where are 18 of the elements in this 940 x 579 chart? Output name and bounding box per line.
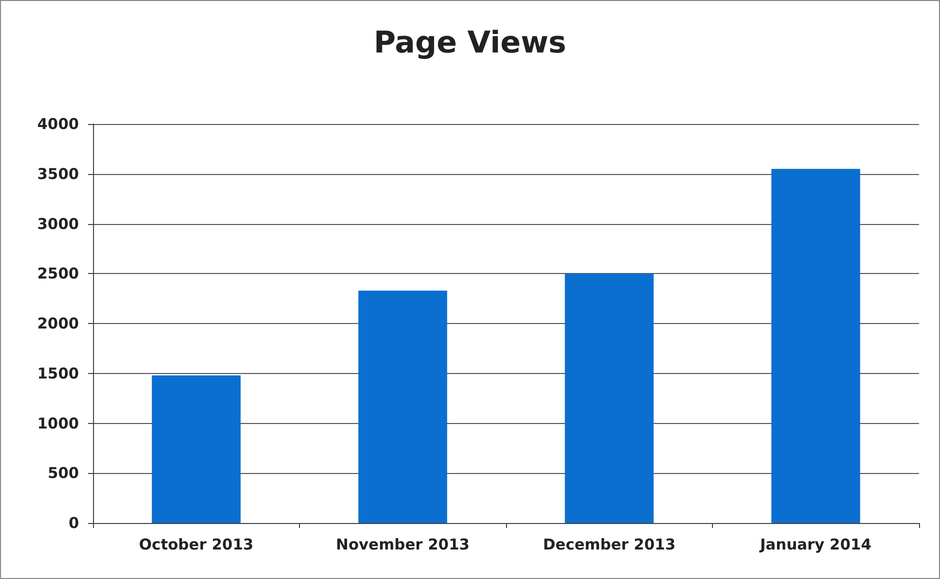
y-tick-label: 2500 [37,264,79,283]
chart-title: Page Views [374,26,566,60]
x-tick-label: November 2013 [336,536,470,554]
x-tick-label: October 2013 [139,536,254,554]
x-tick-label: January 2014 [759,536,872,554]
y-tick-label: 3000 [37,214,79,233]
y-tick-label: 1500 [37,364,79,382]
bar [358,290,448,523]
y-tick-label: 3500 [37,164,79,183]
y-tick-label: 0 [68,514,79,532]
y-tick-label: 500 [48,464,79,482]
y-tick-label: 1000 [37,414,79,432]
bar [152,375,241,523]
bar [771,168,860,523]
y-tick-label: 2000 [37,314,79,332]
bar [564,274,654,523]
x-tick-label: December 2013 [542,536,676,554]
y-tick-label: 4000 [37,115,79,133]
